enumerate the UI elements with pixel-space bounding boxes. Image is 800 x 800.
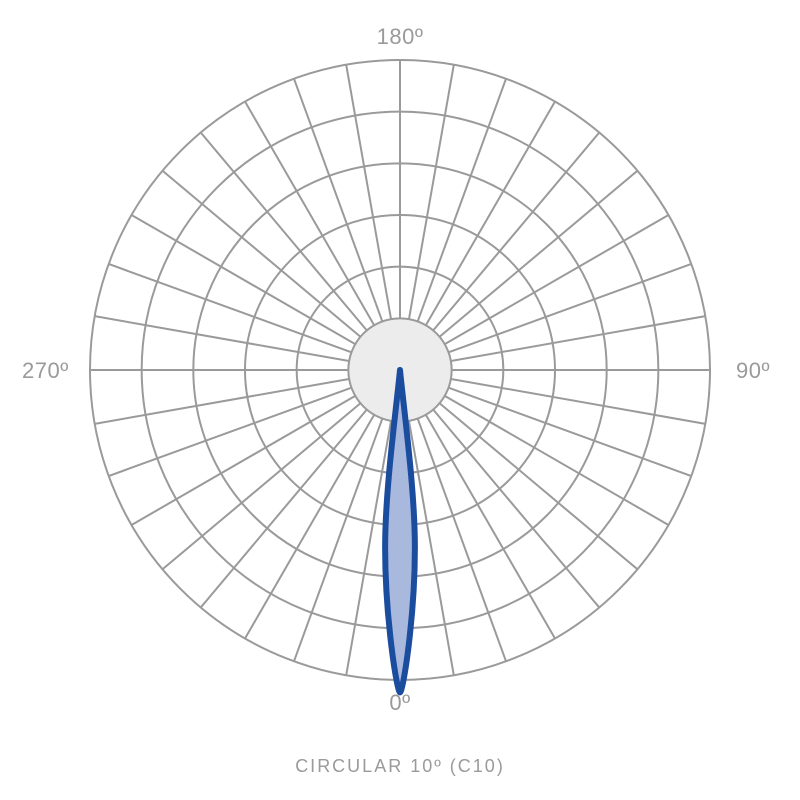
axis-label-270: 270º	[22, 358, 69, 384]
chart-caption: CIRCULAR 10º (C10)	[0, 756, 800, 777]
polar-chart: 180º 90º 0º 270º CIRCULAR 10º (C10)	[0, 0, 800, 800]
polar-svg	[0, 0, 800, 800]
axis-label-0: 0º	[0, 690, 800, 716]
axis-label-90: 90º	[736, 358, 770, 384]
axis-label-180: 180º	[0, 24, 800, 50]
